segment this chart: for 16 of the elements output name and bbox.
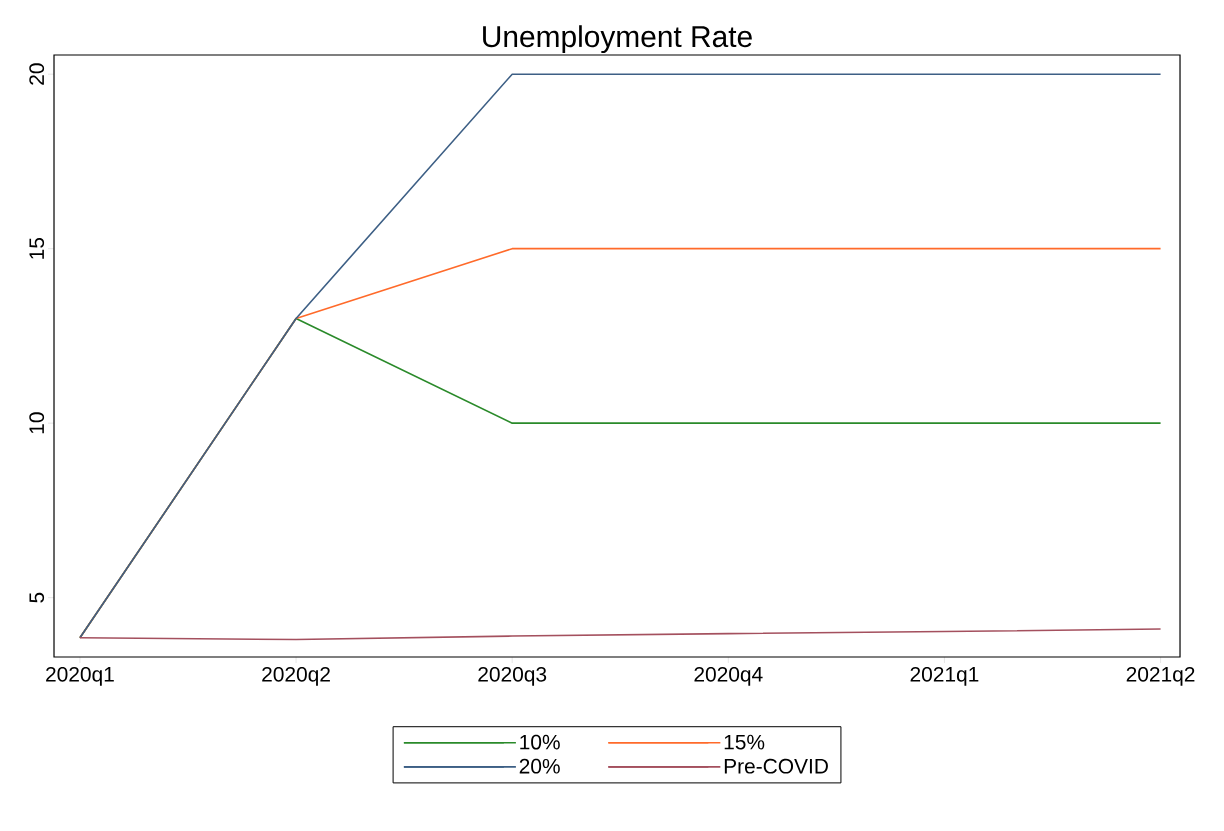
x-tick-label: 2020q4: [694, 666, 763, 686]
chart-title: Unemployment Rate: [483, 25, 752, 54]
x-tick-label: 2020q3: [478, 666, 547, 686]
y-tick-label: 15: [29, 237, 45, 259]
y-tick-label: 20: [29, 63, 45, 85]
y-tick-label: 5: [29, 592, 45, 603]
x-tick-label: 2021q1: [910, 666, 979, 686]
legend-label: 15%: [724, 734, 765, 750]
legend-label: 20%: [519, 758, 560, 774]
line-series: [79, 628, 1162, 641]
legend-label: 10%: [520, 734, 560, 750]
legend-label: Pre-COVID: [724, 758, 828, 774]
x-tick-label: 2020q1: [46, 666, 114, 686]
y-tick-label: 10: [29, 412, 45, 434]
x-tick-label: 2020q2: [262, 666, 330, 686]
x-tick-label: 2021q2: [1126, 666, 1195, 686]
